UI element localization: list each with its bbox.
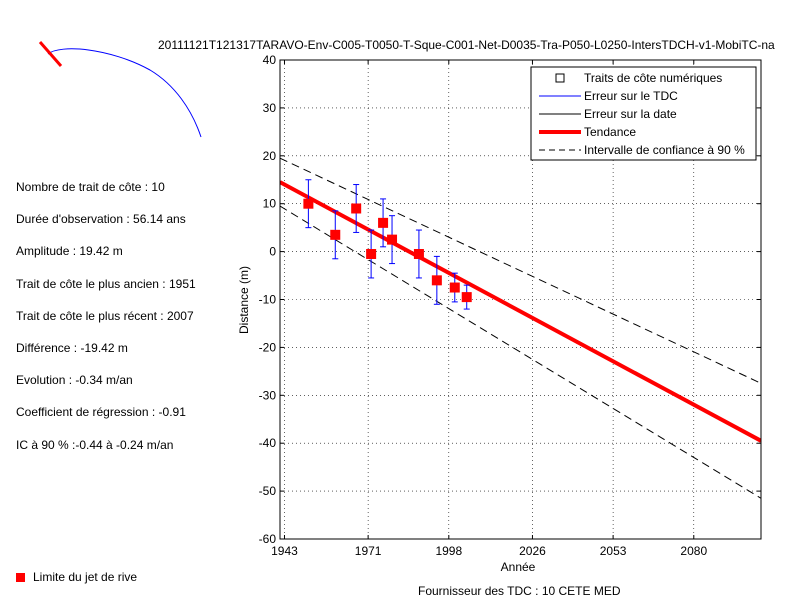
stat-newest: Trait de côte le plus récent : 2007 [16,308,194,323]
data-point [449,282,460,293]
data-point [303,198,314,209]
stat-amplitude: Amplitude : 19.42 m [16,244,123,259]
provider-note: Fournisseur des TDC : 10 CETE MED [418,584,621,598]
data-point [351,203,362,214]
x-axis-ticks: 1943 1971 1998 2026 2053 2080 [271,60,707,558]
y-tick-label: 40 [263,53,277,67]
limit-label: Limite du jet de rive [33,570,138,584]
stat-duration: Durée d'observation : 56.14 ans [16,212,186,227]
y-tick-label: 10 [263,197,277,211]
shoreline-limit-legend: Limite du jet de rive [16,570,137,584]
y-axis-ticks: 40 30 20 10 0 -10 -20 -30 -40 -50 -60 [259,53,761,546]
x-tick-label: 1943 [271,544,298,558]
data-point [330,229,341,240]
transect-marker [38,41,63,67]
legend-ci-label: Intervalle de confiance à 90 % [584,143,745,157]
transect-sketch [38,41,202,138]
y-tick-label: -10 [259,293,277,307]
limit-swatch [16,572,25,582]
ci-upper-line [280,157,761,384]
y-tick-label: 20 [263,149,277,163]
data-points [303,198,472,303]
trend-line-path [280,180,761,443]
stat-difference: Différence : -19.42 m [16,340,128,355]
y-axis-label: Distance (m) [237,266,251,334]
data-point [387,234,398,245]
data-point [431,275,442,286]
x-tick-label: 1998 [435,544,462,558]
stat-count: Nombre de trait de côte : 10 [16,180,165,194]
legend-points-swatch [555,73,565,83]
y-tick-label: -30 [259,388,277,402]
legend-trend-label: Tendance [584,125,636,139]
x-tick-label: 2080 [680,544,707,558]
data-point [378,217,389,228]
trend-line [280,180,761,443]
stat-ci: IC à 90 % :-0.44 à -0.24 m/an [16,437,174,452]
legend-tdc-error-label: Erreur sur le TDC [584,89,678,103]
y-tick-label: -40 [259,436,277,450]
legend-date-error-label: Erreur sur la date [584,107,677,121]
stat-evolution: Evolution : -0.34 m/an [16,373,133,388]
y-tick-label: -50 [259,484,277,498]
x-axis-label: Année [501,560,536,574]
confidence-interval [280,157,761,499]
stat-regression: Coefficient de régression : -0.91 [16,405,186,420]
ci-lower-line [280,205,761,499]
chart-title: 20111121T121317TARAVO-Env-C005-T0050-T-S… [158,38,775,52]
y-tick-label: -60 [259,532,277,546]
transect-line [47,48,202,138]
legend-points-label: Traits de côte numériques [584,71,722,85]
legend: Traits de côte numériques Erreur sur le … [530,66,757,161]
stat-oldest: Trait de côte le plus ancien : 1951 [16,276,196,291]
data-point [461,292,472,303]
y-tick-label: 30 [263,101,277,115]
x-tick-label: 2053 [600,544,627,558]
y-tick-label: -20 [259,340,277,354]
data-point [366,248,377,259]
x-tick-label: 2026 [519,544,546,558]
x-tick-label: 1971 [355,544,382,558]
stats-panel: Nombre de trait de côte : 10 Durée d'obs… [16,180,196,470]
data-point [413,248,424,259]
y-tick-label: 0 [269,245,276,259]
